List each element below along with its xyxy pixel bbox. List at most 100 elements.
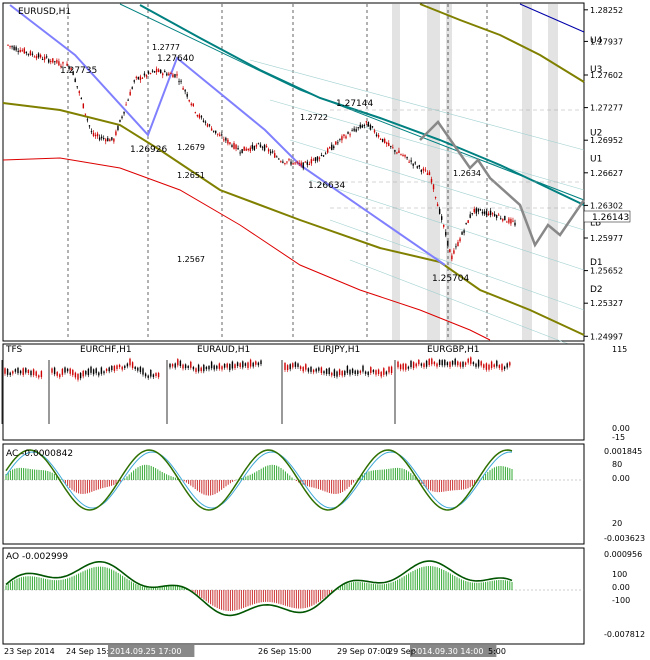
corr-candle-body [286, 365, 289, 371]
candle-body [351, 130, 353, 132]
corr-candle-body [187, 365, 189, 368]
candle-body [426, 173, 429, 175]
candle-body [267, 149, 270, 152]
candle-body [117, 126, 119, 131]
corr-candle-body [407, 366, 410, 369]
candle-body [259, 144, 262, 147]
candle-body [265, 146, 268, 148]
time-label: 23 Sep 2014 [4, 647, 55, 656]
corr-candle-body [182, 364, 184, 369]
corr-candle-body [113, 365, 116, 371]
navy-line [519, 3, 585, 33]
corr-candle-body [200, 367, 202, 372]
candle-body [355, 129, 357, 132]
corr-candle-body [61, 368, 64, 375]
corr-candle-body [208, 366, 210, 370]
candle-body [491, 213, 494, 215]
corr-candle-body [19, 370, 22, 374]
candle-body [274, 153, 276, 158]
candle-body [418, 165, 421, 167]
time-highlight [108, 645, 195, 657]
main-candles [7, 44, 516, 262]
candle-body [414, 162, 416, 164]
corr-candle-body [328, 368, 330, 375]
corr-candle-body [362, 365, 364, 372]
corr-candle-body [103, 371, 105, 374]
candle-body [243, 146, 245, 151]
candle-body [90, 131, 93, 133]
candle-body [17, 50, 19, 52]
corr-candle-body [397, 361, 399, 368]
price-axis: 1.28252 1.27937 1.27602 1.27277 1.26952 1.266… [584, 6, 623, 341]
candle-body [475, 208, 478, 214]
candle-body [257, 143, 260, 145]
corr-candle-body [195, 368, 197, 372]
corr-candle-body [247, 362, 249, 368]
corr-candle-body [169, 363, 171, 368]
corr-candle-body [454, 358, 456, 365]
zigzag-price-label: 1.2634 [453, 169, 481, 178]
corr-tag: TFS [5, 345, 23, 355]
corr-candle-body [341, 371, 343, 376]
price-tick-label: 1.24997 [590, 332, 623, 341]
candle-body [512, 220, 514, 222]
candle-body [186, 93, 188, 97]
candle-body [383, 138, 386, 144]
candle-body [96, 133, 99, 137]
candle-body [176, 74, 178, 76]
candle-body [147, 71, 150, 74]
candle-body [109, 139, 111, 142]
ac-scale-4: -0.003623 [604, 534, 645, 543]
candle-body [365, 121, 368, 123]
candle-body [39, 54, 42, 58]
candle-body [45, 56, 48, 58]
corr-candle-body [412, 362, 415, 369]
corr-candle-body [59, 374, 61, 378]
candle-body [166, 73, 168, 76]
price-tick-label: 1.27602 [590, 71, 623, 80]
candle-body [296, 161, 298, 163]
candle-body [15, 47, 17, 51]
candle-body [82, 103, 85, 109]
candle-body [443, 224, 445, 227]
candle-body [449, 249, 451, 253]
candle-body [483, 211, 486, 214]
zigzag-price-label: 1.2679 [177, 143, 205, 152]
candle-body [180, 80, 182, 82]
corr-candle-body [367, 371, 369, 376]
zigzag-price-label: 1.25704 [432, 274, 469, 284]
candle-body [502, 218, 504, 221]
corr-candle-body [490, 361, 493, 368]
corr-scale-2: -15 [612, 433, 625, 442]
candle-body [322, 155, 325, 157]
corr-candle-body [221, 366, 223, 370]
corr-candle-body [315, 368, 317, 372]
candle-body [381, 138, 384, 142]
candle-body [88, 125, 91, 127]
candle-body [137, 76, 140, 80]
corr-candle-body [126, 363, 129, 367]
candle-body [337, 142, 339, 144]
time-label: 5:00 [488, 647, 506, 656]
candle-body [219, 134, 221, 137]
candle-body [304, 161, 306, 163]
candle-body [127, 99, 129, 101]
corr-candle-body [171, 364, 174, 367]
corr-candle-body [205, 366, 208, 370]
grey-band [548, 4, 558, 340]
corr-candle-body [310, 366, 312, 372]
candle-body [347, 132, 349, 134]
corr-candle-body [35, 371, 37, 376]
main-panel-frame [2, 2, 585, 342]
corr-candle-body [69, 368, 71, 374]
corr-candle-body [284, 362, 286, 370]
corr-candle-body [32, 369, 35, 376]
corr-candle-body [438, 359, 441, 365]
corr-candle-body [462, 361, 464, 367]
corr-candle-body [116, 365, 118, 370]
candle-body [263, 144, 266, 151]
candle-body [123, 111, 125, 114]
corr-candle-body [377, 369, 380, 375]
